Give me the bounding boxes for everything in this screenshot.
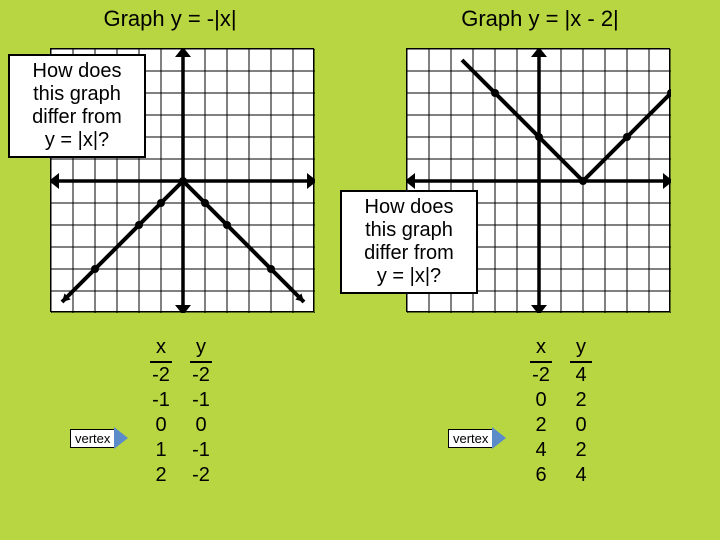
vertex-label: vertex	[70, 429, 115, 448]
table-cell: 2	[575, 388, 586, 413]
table-cell: -1	[192, 388, 210, 413]
table-header: x	[150, 336, 172, 363]
table-header: x	[530, 336, 552, 363]
left-callout-text: How doesthis graphdiffer fromy = |x|?	[32, 60, 122, 151]
vertex-label: vertex	[448, 429, 493, 448]
table-column: y42024	[570, 336, 592, 488]
table-cell: 0	[575, 413, 586, 438]
table-cell: -2	[532, 363, 550, 388]
table-header: y	[190, 336, 212, 363]
right-callout-text: How doesthis graphdiffer fromy = |x|?	[364, 196, 454, 287]
arrow-icon	[492, 427, 506, 449]
right-callout: How doesthis graphdiffer fromy = |x|?	[340, 190, 478, 294]
right-vertex-arrow: vertex	[448, 426, 518, 450]
table-cell: 0	[155, 413, 166, 438]
arrow-icon	[114, 427, 128, 449]
table-column: x-20246	[530, 336, 552, 488]
table-cell: 4	[575, 463, 586, 488]
table-cell: -2	[192, 463, 210, 488]
table-header: y	[570, 336, 592, 363]
right-table: x-20246y42024	[530, 336, 592, 488]
table-cell: 0	[195, 413, 206, 438]
table-cell: -2	[192, 363, 210, 388]
table-column: x-2-1012	[150, 336, 172, 488]
right-title: Graph y = |x - 2|	[420, 6, 660, 32]
table-cell: 2	[575, 438, 586, 463]
table-cell: -1	[152, 388, 170, 413]
table-cell: 4	[535, 438, 546, 463]
table-cell: 0	[535, 388, 546, 413]
table-cell: -1	[192, 438, 210, 463]
table-cell: 6	[535, 463, 546, 488]
table-cell: 2	[535, 413, 546, 438]
table-cell: 2	[155, 463, 166, 488]
table-cell: -2	[152, 363, 170, 388]
left-callout: How doesthis graphdiffer fromy = |x|?	[8, 54, 146, 158]
left-table: x-2-1012y-2-1 0-1-2	[150, 336, 212, 488]
table-column: y-2-1 0-1-2	[190, 336, 212, 488]
table-cell: 4	[575, 363, 586, 388]
table-cell: 1	[155, 438, 166, 463]
left-vertex-arrow: vertex	[70, 426, 140, 450]
left-title: Graph y = -|x|	[60, 6, 280, 32]
